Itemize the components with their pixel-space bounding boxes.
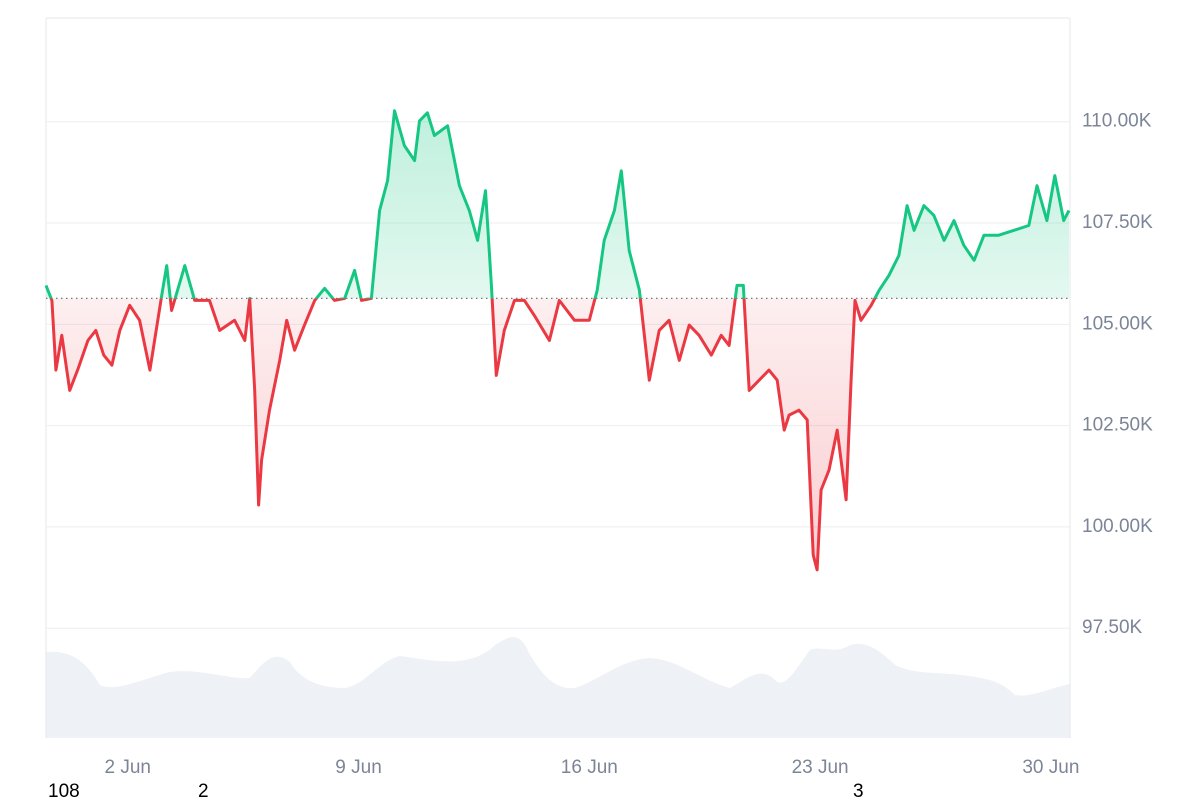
x-tick-label: 23 Jun bbox=[792, 757, 849, 778]
y-tick-label: 110.00K bbox=[1082, 111, 1152, 132]
volume-area bbox=[46, 637, 1070, 738]
annotation: 2 bbox=[198, 781, 209, 800]
y-tick-label: 102.50K bbox=[1082, 415, 1153, 436]
annotation: 3 bbox=[853, 781, 864, 800]
annotation: 108 bbox=[48, 781, 80, 800]
y-tick-label: 107.50K bbox=[1082, 212, 1153, 233]
baseline-area bbox=[46, 110, 1069, 570]
y-tick-label: 97.50K bbox=[1082, 617, 1143, 638]
y-tick-label: 105.00K bbox=[1082, 313, 1153, 334]
x-tick-label: 9 Jun bbox=[335, 757, 381, 778]
price-line bbox=[44, 109, 1071, 572]
x-tick-label: 16 Jun bbox=[561, 757, 618, 778]
y-tick-label: 100.00K bbox=[1082, 516, 1153, 537]
x-tick-label: 30 Jun bbox=[1022, 757, 1079, 778]
x-tick-label: 2 Jun bbox=[105, 757, 151, 778]
